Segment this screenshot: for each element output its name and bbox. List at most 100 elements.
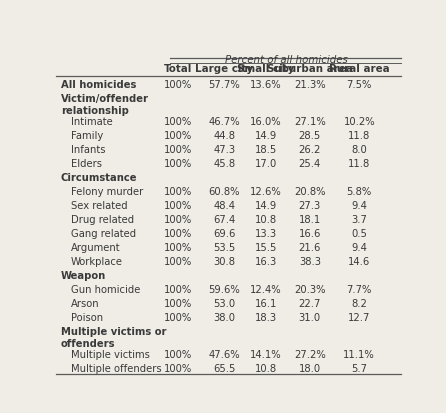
Text: 59.6%: 59.6% [209, 285, 240, 294]
Text: 13.3: 13.3 [255, 229, 277, 239]
Text: 11.8: 11.8 [348, 159, 370, 169]
Text: 10.8: 10.8 [255, 215, 277, 225]
Text: 8.0: 8.0 [351, 145, 367, 155]
Text: Workplace: Workplace [70, 256, 123, 267]
Text: 22.7: 22.7 [299, 299, 321, 309]
Text: 100%: 100% [164, 313, 193, 323]
Text: 10.8: 10.8 [255, 363, 277, 373]
Text: 47.6%: 47.6% [209, 349, 240, 360]
Text: 31.0: 31.0 [299, 313, 321, 323]
Text: Small city: Small city [237, 64, 294, 74]
Text: 27.2%: 27.2% [294, 349, 326, 360]
Text: 100%: 100% [164, 159, 193, 169]
Text: 9.4: 9.4 [351, 243, 367, 253]
Text: 16.0%: 16.0% [250, 117, 282, 127]
Text: 57.7%: 57.7% [209, 80, 240, 90]
Text: 18.0: 18.0 [299, 363, 321, 373]
Text: 100%: 100% [164, 187, 193, 197]
Text: 21.6: 21.6 [299, 243, 321, 253]
Text: 16.6: 16.6 [299, 229, 321, 239]
Text: 28.5: 28.5 [299, 131, 321, 141]
Text: Infants: Infants [70, 145, 105, 155]
Text: 12.4%: 12.4% [250, 285, 282, 294]
Text: 38.0: 38.0 [214, 313, 235, 323]
Text: Gang related: Gang related [70, 229, 136, 239]
Text: Drug related: Drug related [70, 215, 134, 225]
Text: 100%: 100% [164, 117, 193, 127]
Text: 17.0: 17.0 [255, 159, 277, 169]
Text: Multiple offenders: Multiple offenders [70, 363, 161, 373]
Text: 27.1%: 27.1% [294, 117, 326, 127]
Text: 7.5%: 7.5% [347, 80, 372, 90]
Text: 9.4: 9.4 [351, 201, 367, 211]
Text: 69.6: 69.6 [213, 229, 235, 239]
Text: 100%: 100% [164, 80, 193, 90]
Text: Felony murder: Felony murder [70, 187, 143, 197]
Text: Rural area: Rural area [329, 64, 389, 74]
Text: 20.8%: 20.8% [294, 187, 326, 197]
Text: 11.1%: 11.1% [343, 349, 375, 360]
Text: All homicides: All homicides [61, 80, 136, 90]
Text: 100%: 100% [164, 349, 193, 360]
Text: 100%: 100% [164, 285, 193, 294]
Text: 48.4: 48.4 [214, 201, 235, 211]
Text: 21.3%: 21.3% [294, 80, 326, 90]
Text: Poison: Poison [70, 313, 103, 323]
Text: 44.8: 44.8 [214, 131, 235, 141]
Text: 16.3: 16.3 [255, 256, 277, 267]
Text: 53.0: 53.0 [213, 299, 235, 309]
Text: 60.8%: 60.8% [209, 187, 240, 197]
Text: Intimate: Intimate [70, 117, 112, 127]
Text: 46.7%: 46.7% [209, 117, 240, 127]
Text: 45.8: 45.8 [213, 159, 235, 169]
Text: 13.6%: 13.6% [250, 80, 282, 90]
Text: Gun homicide: Gun homicide [70, 285, 140, 294]
Text: Arson: Arson [70, 299, 99, 309]
Text: 27.3: 27.3 [299, 201, 321, 211]
Text: 100%: 100% [164, 229, 193, 239]
Text: 15.5: 15.5 [255, 243, 277, 253]
Text: Multiple victims or
offenders: Multiple victims or offenders [61, 327, 166, 349]
Text: Percent of all homicides: Percent of all homicides [225, 55, 348, 65]
Text: 11.8: 11.8 [348, 131, 370, 141]
Text: Weapon: Weapon [61, 271, 106, 280]
Text: 100%: 100% [164, 145, 193, 155]
Text: 14.9: 14.9 [255, 201, 277, 211]
Text: 16.1: 16.1 [255, 299, 277, 309]
Text: 38.3: 38.3 [299, 256, 321, 267]
Text: 25.4: 25.4 [299, 159, 321, 169]
Text: 3.7: 3.7 [351, 215, 367, 225]
Text: 100%: 100% [164, 363, 193, 373]
Text: 10.2%: 10.2% [343, 117, 375, 127]
Text: Family: Family [70, 131, 103, 141]
Text: Argument: Argument [70, 243, 120, 253]
Text: 14.6: 14.6 [348, 256, 370, 267]
Text: 100%: 100% [164, 201, 193, 211]
Text: 100%: 100% [164, 256, 193, 267]
Text: 0.5: 0.5 [351, 229, 367, 239]
Text: 100%: 100% [164, 131, 193, 141]
Text: 100%: 100% [164, 299, 193, 309]
Text: Circumstance: Circumstance [61, 173, 137, 183]
Text: 65.5: 65.5 [213, 363, 235, 373]
Text: 5.8%: 5.8% [347, 187, 372, 197]
Text: 26.2: 26.2 [299, 145, 321, 155]
Text: 30.8: 30.8 [214, 256, 235, 267]
Text: 7.7%: 7.7% [347, 285, 372, 294]
Text: 18.1: 18.1 [299, 215, 321, 225]
Text: 18.5: 18.5 [255, 145, 277, 155]
Text: 18.3: 18.3 [255, 313, 277, 323]
Text: 67.4: 67.4 [213, 215, 235, 225]
Text: Multiple victims: Multiple victims [70, 349, 149, 360]
Text: 14.1%: 14.1% [250, 349, 282, 360]
Text: 8.2: 8.2 [351, 299, 367, 309]
Text: 47.3: 47.3 [213, 145, 235, 155]
Text: 20.3%: 20.3% [294, 285, 326, 294]
Text: 100%: 100% [164, 215, 193, 225]
Text: 53.5: 53.5 [213, 243, 235, 253]
Text: Sex related: Sex related [70, 201, 127, 211]
Text: Elders: Elders [70, 159, 102, 169]
Text: Total: Total [164, 64, 193, 74]
Text: 100%: 100% [164, 243, 193, 253]
Text: Victim/offender
relationship: Victim/offender relationship [61, 94, 149, 116]
